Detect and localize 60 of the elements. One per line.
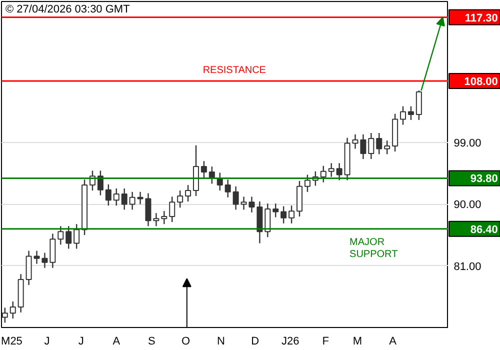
candlestick [105,184,112,206]
ref-line-label: 117.30 [464,12,498,24]
candlestick [34,250,40,264]
candlestick [10,300,16,320]
candlestick [58,226,64,246]
candlestick [416,90,422,121]
y-tick-label: 90.00 [454,199,482,212]
candlestick [169,196,176,223]
candlestick [153,212,160,227]
candlestick [113,188,120,206]
candlestick [408,106,414,121]
chart-title: © 27/04/2026 03:30 GMT [6,4,130,16]
candlestick [129,191,136,210]
candlestick [288,204,295,224]
x-tick-label: J [44,336,50,348]
x-tick-label: O [181,336,190,348]
candlestick [400,106,406,126]
candlestick [121,188,128,210]
candlestick [264,202,271,238]
x-tick-label: M [352,336,362,348]
candlestick [26,250,32,286]
candlestick [177,190,184,208]
candlestick [97,170,104,196]
x-tick-label: J [78,336,84,348]
annotation: MAJOR SUPPORT [350,236,398,260]
candlestick [42,252,48,269]
candlestick [74,223,80,250]
x-tick-label: A [389,336,398,348]
x-tick-label: D [251,336,260,348]
candlestick [2,307,8,324]
candlestick [161,210,168,225]
candlestick [280,206,287,224]
y-tick-label: 99.00 [454,138,482,150]
ref-line-label: 108.00 [464,76,498,88]
annotation: RESISTANCE [202,64,266,76]
x-tick-label: M25 [1,336,22,348]
x-tick-label: A [112,336,121,348]
candlestick [360,134,366,160]
candlestick [376,132,382,155]
candlestick [320,165,326,183]
ref-line-label: 93.80 [470,173,498,186]
candlestick [368,132,374,160]
x-tick-label: F [322,336,330,348]
candlestick [232,186,239,210]
candlestick [66,226,72,250]
candlestick [304,174,310,192]
candlestick [336,162,342,181]
x-tick-label: J26 [282,336,300,348]
ref-line-label: 86.40 [470,224,498,236]
x-tick-label: S [148,336,156,348]
y-tick-label: 81.00 [454,260,482,273]
candlestick [384,140,390,155]
x-tick-label: N [217,336,226,348]
candlestick [192,144,199,197]
candlestick [224,178,231,198]
candlestick [50,233,56,269]
candlestick [328,162,334,178]
candlestick [272,202,279,218]
candlestick [200,160,207,178]
candlestick [185,184,192,202]
